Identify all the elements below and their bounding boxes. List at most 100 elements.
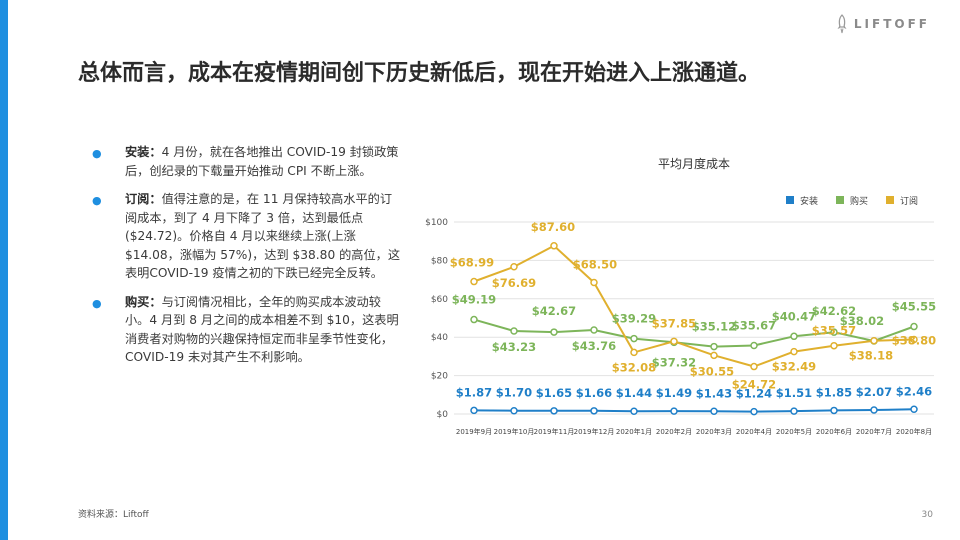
point-subscribe	[750, 362, 758, 371]
data-label-subscribe: $38.80	[892, 334, 936, 348]
bullet-text: 与订阅情况相比，全年的购买成本波动较小。4 月到 8 月之间的成本相差不到 $1…	[125, 294, 399, 365]
data-label-subscribe: $76.69	[492, 276, 536, 290]
data-label-subscribe: $68.50	[573, 257, 617, 271]
data-label-subscribe: $35.57	[812, 324, 856, 338]
x-tick-label: 2020年2月	[656, 427, 692, 436]
point-subscribe	[790, 347, 798, 356]
y-tick-label: $40	[431, 333, 448, 343]
data-label-install: $2.07	[856, 385, 892, 399]
x-tick-label: 2020年1月	[616, 427, 652, 436]
data-label-purchase: $39.29	[612, 312, 656, 326]
bullet-dot-icon: ●	[92, 147, 102, 160]
data-label-install: $1.85	[816, 385, 852, 399]
point-install	[910, 405, 918, 414]
point-install	[750, 407, 758, 416]
data-label-install: $1.66	[576, 386, 612, 400]
legend-swatch-subscribe	[886, 196, 894, 204]
x-tick-label: 2019年11月	[534, 427, 575, 436]
x-tick-label: 2019年9月	[456, 427, 492, 436]
y-tick-label: $20	[431, 372, 448, 382]
legend-label-purchase: 购买	[850, 195, 868, 207]
data-label-subscribe: $32.49	[772, 360, 816, 374]
point-subscribe	[710, 351, 718, 360]
bullet-install: ● 安装：4 月份，就在各地推出 COVID-19 封锁政策后，创纪录的下载量开始…	[92, 143, 402, 180]
data-label-subscribe: $24.72	[732, 378, 776, 392]
rocket-icon	[837, 14, 847, 34]
data-label-purchase: $35.12	[692, 320, 736, 334]
data-label-subscribe: $32.08	[612, 360, 656, 374]
x-tick-label: 2020年5月	[776, 427, 812, 436]
point-install	[470, 406, 478, 415]
source-note: 资料来源：Liftoff	[78, 510, 149, 520]
data-label-subscribe: $37.85	[652, 316, 696, 330]
x-tick-label: 2019年12月	[574, 427, 615, 436]
data-label-install: $1.65	[536, 386, 572, 400]
edge-accent-bar	[0, 0, 8, 540]
data-label-install: $1.49	[656, 386, 692, 400]
data-label-purchase: $37.32	[652, 355, 696, 369]
legend-label-subscribe: 订阅	[900, 196, 918, 207]
data-label-install: $1.44	[616, 386, 652, 400]
bullet-label: 购买：	[125, 294, 162, 309]
y-tick-label: $100	[425, 218, 448, 228]
series-line-subscribe	[473, 244, 915, 368]
data-label-purchase: $43.23	[492, 340, 536, 354]
bullet-label: 安装：	[125, 145, 162, 159]
point-subscribe	[670, 337, 678, 346]
point-subscribe	[510, 263, 518, 271]
data-label-purchase: $42.62	[812, 304, 856, 318]
point-install	[590, 407, 598, 415]
point-subscribe	[550, 242, 558, 250]
x-tick-label: 2020年6月	[816, 427, 852, 436]
data-label-install: $1.87	[456, 385, 492, 399]
chart-title: 平均月度成本	[658, 156, 730, 171]
data-label-purchase: $35.67	[732, 319, 776, 333]
point-install	[790, 407, 798, 415]
series-line-install	[473, 408, 915, 413]
data-label-install: $2.46	[896, 384, 932, 398]
x-tick-label: 2019年10月	[494, 427, 535, 436]
point-install	[870, 406, 878, 414]
data-label-install: $1.24	[736, 387, 772, 401]
data-label-purchase: $43.76	[572, 339, 616, 353]
chart-container: 平均月度成本 安装 购买 订阅 $0 $20 $40 $60 $80 $100 2019年9月 201…	[416, 150, 946, 450]
logo-text: LIFTOFF	[853, 17, 930, 31]
point-purchase	[470, 315, 478, 324]
series-line-purchase	[473, 318, 915, 348]
point-purchase	[750, 341, 758, 350]
bullet-label: 订阅：	[125, 192, 162, 206]
y-tick-label: $80	[431, 256, 448, 266]
legend-swatch-purchase	[836, 196, 844, 204]
point-install	[670, 407, 678, 415]
data-label-subscribe: $68.99	[450, 256, 494, 270]
data-label-subscribe: $87.60	[531, 220, 575, 234]
point-install	[830, 406, 838, 415]
point-purchase	[510, 327, 518, 335]
y-tick-label: $60	[431, 295, 448, 305]
point-install	[710, 407, 718, 416]
bullet-text: 4 月份，就在各地推出 COVID-19 封锁政策后，创纪录的下载量开始推动 C…	[125, 145, 399, 178]
point-purchase	[710, 342, 718, 351]
data-label-purchase: $49.19	[452, 293, 496, 307]
point-install	[630, 407, 638, 415]
data-label-purchase: $40.47	[772, 309, 816, 323]
point-purchase	[550, 328, 558, 336]
point-purchase	[790, 332, 798, 341]
liftoff-logo: LIFTOFF	[836, 14, 930, 34]
point-purchase	[630, 334, 638, 343]
data-label-purchase: $38.02	[840, 314, 884, 328]
bullet-subscribe: ● 订阅：值得注意的是，在 11 月保持较高水平的订阅成本，到了 4 月下降了 3…	[92, 190, 402, 283]
y-tick-label: $0	[437, 410, 449, 420]
data-label-install: $1.70	[496, 386, 532, 400]
point-subscribe	[830, 341, 838, 350]
data-label-install: $1.43	[696, 386, 732, 400]
point-purchase	[910, 322, 918, 331]
bullet-purchase: ● 购买：与订阅情况相比，全年的购买成本波动较小。4 月到 8 月之间的成本相差不…	[92, 293, 402, 367]
point-subscribe	[630, 348, 638, 357]
bullet-list: ● 安装：4 月份，就在各地推出 COVID-19 封锁政策后，创纪录的下载量开始…	[92, 143, 402, 377]
x-tick-label: 2020年4月	[736, 427, 772, 436]
data-label-purchase: $45.55	[892, 300, 936, 314]
bullet-dot-icon: ●	[92, 296, 102, 310]
x-tick-label: 2020年3月	[696, 427, 732, 436]
